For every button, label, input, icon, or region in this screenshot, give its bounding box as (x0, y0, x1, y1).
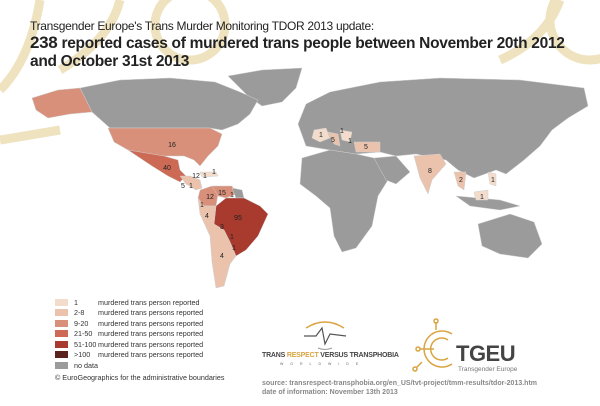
map-count-label: 1 (230, 192, 234, 199)
tvt-text-c: VERSUS TRANSPHOBIA (318, 352, 399, 359)
country-india (413, 153, 447, 195)
legend-text: murdered trans person reported (98, 297, 200, 307)
map-count-label: 8 (428, 168, 432, 175)
legend-swatch (55, 351, 68, 359)
arabia (373, 155, 411, 185)
map-count-label: 1 (230, 234, 234, 241)
tvt-logo-text: TRANS RESPECT VERSUS TRANSPHOBIA (262, 352, 399, 360)
andean-countries (197, 197, 237, 289)
map-count-label: 1 (480, 194, 484, 201)
map-count-label: 95 (234, 215, 242, 222)
country-italy (327, 131, 341, 147)
legend-swatch (55, 330, 68, 338)
country-france (311, 127, 331, 143)
map-count-label: 5 (331, 137, 335, 144)
map-count-label: 1 (491, 177, 495, 184)
date-of-information: date of information: November 13th 2013 (262, 389, 398, 396)
country-malaysia (473, 189, 489, 201)
legend-text: murdered trans persons reported (98, 329, 204, 339)
copyright-note: © EuroGeographics for the administrative… (55, 372, 225, 382)
map-count-label: 1 (200, 202, 204, 209)
map-count-label: 5 (181, 183, 185, 190)
map-count-label: 1 (203, 173, 207, 180)
legend-item: 1 murdered trans person reported (55, 297, 225, 308)
legend-range: 2-8 (74, 308, 85, 318)
map-count-label: 3 (220, 224, 224, 231)
header-subtitle: Transgender Europe's Trans Murder Monito… (30, 19, 374, 33)
tgeu-logo-subtitle: Transgender Europe (458, 366, 518, 373)
country-usa-alaska (31, 87, 93, 119)
map-count-label: 40 (163, 165, 171, 172)
indonesia (455, 195, 521, 211)
legend-text: murdered trans persons reported (98, 350, 204, 360)
caribbean (199, 171, 219, 178)
tvt-logo-icon (304, 321, 347, 350)
australia (477, 213, 543, 259)
map-count-label: 12 (192, 173, 200, 180)
title-text: reported cases of murdered trans people … (30, 35, 565, 70)
legend-text: murdered trans persons reported (98, 308, 204, 318)
central-america (179, 175, 203, 191)
tgeu-logo-icon (412, 318, 453, 372)
balkans (339, 129, 353, 143)
legend-range: 21-50 (74, 329, 93, 339)
country-thailand (453, 171, 467, 191)
africa (299, 149, 389, 253)
source-note: source: transrespect-transphobia.org/en_… (262, 379, 537, 397)
legend-range: no data (74, 360, 98, 370)
tvt-text-b: RESPECT (286, 352, 319, 359)
legend-item: >100 murdered trans persons reported (55, 350, 225, 361)
map-count-label: 12 (206, 194, 214, 201)
canada (79, 77, 259, 131)
legend-item: no data (55, 360, 225, 371)
legend-range: 1 (74, 297, 78, 307)
legend-swatch (55, 340, 68, 348)
legend-text: murdered trans persons reported (98, 339, 204, 349)
legend-swatch (55, 309, 68, 317)
europe-asia (297, 77, 589, 179)
legend-range: 9-20 (74, 318, 89, 328)
legend-range: 51-100 (74, 339, 97, 349)
legend-item: 9-20 murdered trans persons reported (55, 318, 225, 329)
source-url: source: transrespect-transphobia.org/en_… (262, 380, 538, 387)
legend-text: murdered trans persons reported (98, 318, 204, 328)
map-count-label: 2 (459, 177, 463, 184)
tvt-logo-subtitle: WORLDWIDE (280, 362, 366, 366)
country-venezuela (211, 185, 237, 199)
map-count-label: 4 (220, 253, 224, 260)
map-count-label: 16 (168, 142, 176, 149)
legend-swatch (55, 319, 68, 327)
legend-swatch (55, 361, 68, 369)
map-count-label: 1 (348, 138, 352, 145)
total-count: 238 (30, 33, 58, 52)
legend-item: 51-100 murdered trans persons reported (55, 339, 225, 350)
map-count-label: 1 (189, 183, 193, 190)
map-count-label: 4 (205, 213, 209, 220)
country-turkey (353, 141, 381, 153)
legend-range: >100 (74, 350, 91, 360)
map-count-label: 1 (340, 128, 344, 135)
tvt-text-a: TRANS (262, 352, 287, 359)
map-count-label: 15 (218, 190, 226, 197)
legend-item: 2-8 murdered trans persons reported (55, 308, 225, 319)
country-philippines (487, 171, 497, 187)
legend-swatch (55, 298, 68, 306)
map-count-label: 1 (212, 169, 216, 176)
legend-item: 21-50 murdered trans persons reported (55, 329, 225, 340)
tgeu-logo-text: TGEU (456, 341, 516, 366)
map-count-label: 5 (364, 144, 368, 151)
map-count-label: 1 (319, 132, 323, 139)
legend: 1 murdered trans person reported 2-8 murder… (55, 297, 225, 382)
map-count-label: 1 (232, 245, 236, 252)
header-title: 238 reported cases of murdered trans peo… (30, 34, 590, 71)
